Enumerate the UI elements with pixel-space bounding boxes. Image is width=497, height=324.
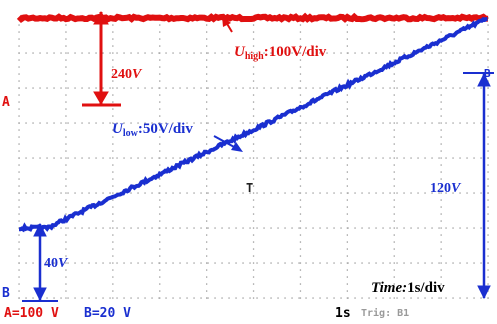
delta-low-rise-label: 120V: [430, 181, 462, 196]
channel-a-scale: A=100 V: [4, 306, 59, 321]
trigger-marker: T: [246, 181, 253, 195]
channel-b-scale: B=20 V: [84, 306, 131, 321]
u-low-label: Ulow:50V/div: [112, 121, 193, 139]
u-low-pointer-head: [231, 142, 243, 152]
trigger-readout: Trig: B1: [361, 308, 410, 319]
time-per-div-label: Time:1s/div: [371, 280, 445, 296]
u-high-label: Uhigh:100V/div: [234, 44, 327, 62]
u-high-pointer-head: [222, 16, 231, 27]
status-bar: A=100 V B=20 V 1s Trig: B1: [0, 303, 497, 324]
delta-high-arrow: [82, 11, 121, 107]
u-low-pointer: [213, 135, 237, 149]
channel-a-marker: A: [2, 95, 10, 110]
delta-high-label: 240V: [111, 67, 143, 82]
delta-low-offset-label: 40V: [44, 256, 69, 271]
timebase-readout: 1s: [335, 306, 351, 321]
delta-low-rise-arrow: [463, 72, 494, 300]
channel-b-marker: B: [2, 286, 10, 301]
channel-a-trace: [16, 12, 489, 24]
delta-low-offset-arrow: [22, 222, 58, 302]
channel-b-trace: [19, 16, 488, 233]
